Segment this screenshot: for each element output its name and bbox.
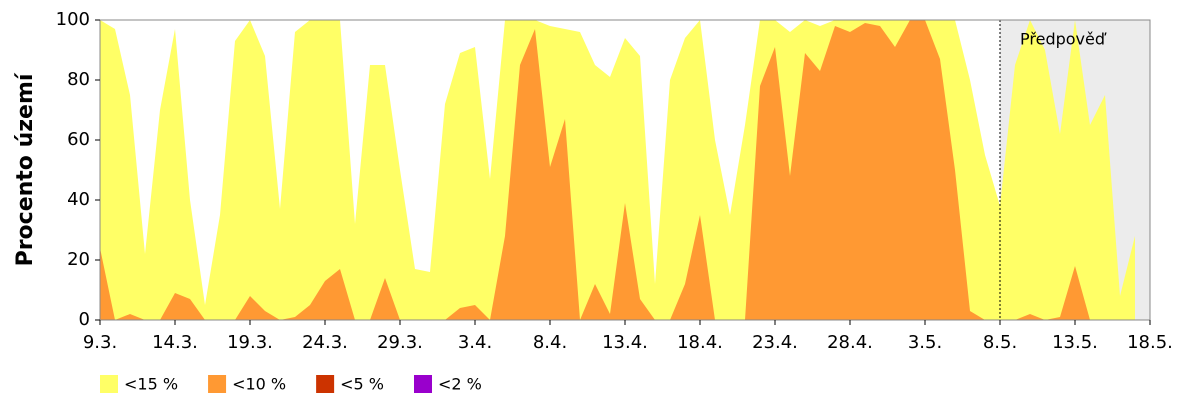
- x-tick-label: 3.5.: [908, 332, 942, 353]
- x-tick-label: 23.4.: [752, 332, 798, 353]
- x-tick-label: 18.5.: [1127, 332, 1173, 353]
- y-tick-label: 80: [67, 69, 90, 90]
- y-tick-label: 60: [67, 129, 90, 150]
- x-tick-label: 18.4.: [677, 332, 723, 353]
- legend-label: <2 %: [438, 375, 482, 394]
- x-tick-label: 29.3.: [377, 332, 423, 353]
- y-tick-label: 20: [67, 249, 90, 270]
- x-tick-label: 14.3.: [152, 332, 198, 353]
- legend-swatch: [100, 375, 118, 393]
- x-tick-label: 3.4.: [458, 332, 492, 353]
- x-tick-label: 8.4.: [533, 332, 567, 353]
- x-tick-label: 13.5.: [1052, 332, 1098, 353]
- y-tick-label: 40: [67, 189, 90, 210]
- legend-label: <10 %: [232, 375, 286, 394]
- y-axis-label: Procento území: [13, 72, 38, 266]
- y-tick-label: 100: [56, 9, 90, 30]
- legend-swatch: [208, 375, 227, 393]
- area: [100, 20, 1135, 320]
- y-tick-label: 0: [79, 309, 90, 330]
- legend-swatch: [414, 375, 432, 393]
- x-tick-label: 24.3.: [302, 332, 348, 353]
- legend-label: <15 %: [124, 375, 178, 394]
- forecast-label: Předpověď: [1020, 30, 1107, 49]
- legend-label: <5 %: [340, 375, 384, 394]
- x-tick-label: 28.4.: [827, 332, 873, 353]
- x-tick-label: 8.5.: [983, 332, 1017, 353]
- x-tick-label: 13.4.: [602, 332, 648, 353]
- x-tick-label: 19.3.: [227, 332, 273, 353]
- x-tick-label: 9.3.: [83, 332, 117, 353]
- legend-swatch: [316, 375, 335, 393]
